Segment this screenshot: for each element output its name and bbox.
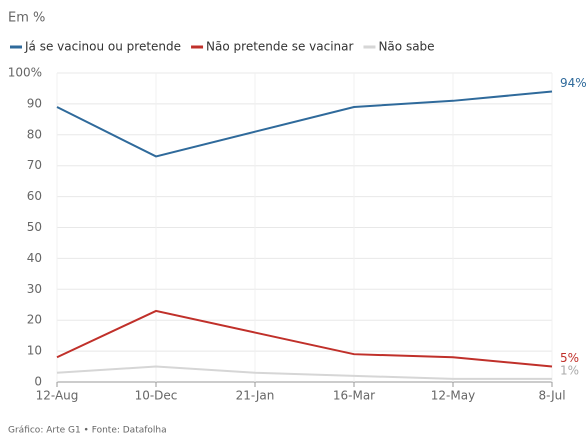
x-tick-label: 21-Jan — [236, 389, 275, 403]
series-line — [56, 309, 553, 368]
x-tick-label: 10-Dec — [135, 389, 178, 403]
x-tick-label: 8-Jul — [538, 389, 565, 403]
footer: Gráfico: Arte G1 • Fonte: Datafolha — [8, 426, 167, 436]
value-label: 94% — [560, 76, 586, 90]
series-line — [56, 90, 553, 158]
y-tick-label: 90 — [27, 96, 42, 110]
value-label: 1% — [560, 363, 579, 377]
chart-subtitle: Em % — [8, 11, 45, 26]
y-tick-label: 30 — [27, 282, 42, 296]
legend: Já se vacinou ou pretende Não pretende se… — [10, 40, 435, 54]
y-tick-label: 20 — [27, 313, 42, 327]
series-line — [56, 365, 552, 380]
y-tick-label: 10 — [27, 344, 42, 358]
legend-label: Não sabe — [378, 40, 434, 54]
y-tick-label: 50 — [27, 220, 42, 234]
value-label: 5% — [560, 351, 579, 365]
y-tick-label: 60 — [27, 189, 42, 203]
y-tick-label: 70 — [27, 158, 42, 172]
x-tick-label: 12-May — [431, 389, 475, 403]
legend-label: Não pretende se vacinar — [206, 40, 353, 54]
y-tick-label: 40 — [27, 251, 42, 265]
x-tick-label: 16-Mar — [333, 389, 375, 403]
y-tick-label: 100% — [8, 66, 42, 80]
y-tick-label: 80 — [27, 127, 42, 141]
x-tick-label: 12-Aug — [36, 389, 79, 403]
legend-label: Já se vacinou ou pretende — [24, 40, 181, 54]
y-tick-label: 0 — [34, 375, 42, 389]
